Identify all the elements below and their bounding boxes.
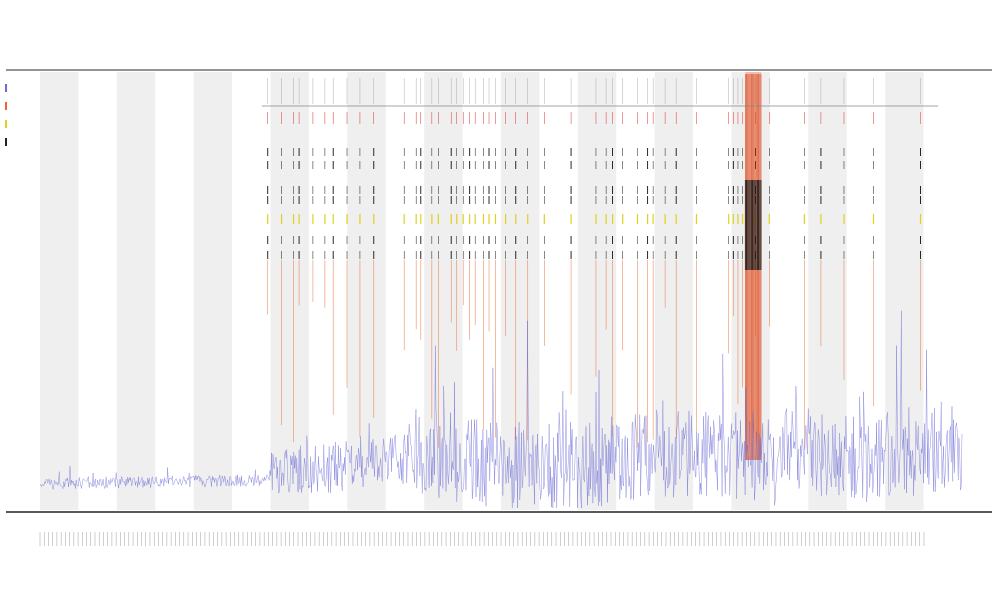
legend [5, 84, 7, 146]
event-lines [267, 74, 922, 460]
background-band [116, 72, 156, 510]
background-band [808, 72, 847, 510]
legend-swatch [5, 138, 7, 146]
legend-swatch [5, 84, 7, 92]
x-tick-labels [39, 532, 925, 546]
background-band [577, 72, 617, 510]
axes [6, 69, 992, 513]
background-band [885, 72, 924, 510]
background-band [654, 72, 694, 510]
legend-swatch [5, 102, 7, 110]
background-band [270, 72, 309, 510]
background-bands [40, 72, 924, 510]
background-band [193, 72, 233, 510]
series-layer [39, 310, 963, 509]
series-line [39, 310, 963, 509]
legend-swatch [5, 120, 7, 128]
background-band [347, 72, 386, 510]
background-band [501, 72, 540, 510]
background-band [40, 72, 79, 510]
